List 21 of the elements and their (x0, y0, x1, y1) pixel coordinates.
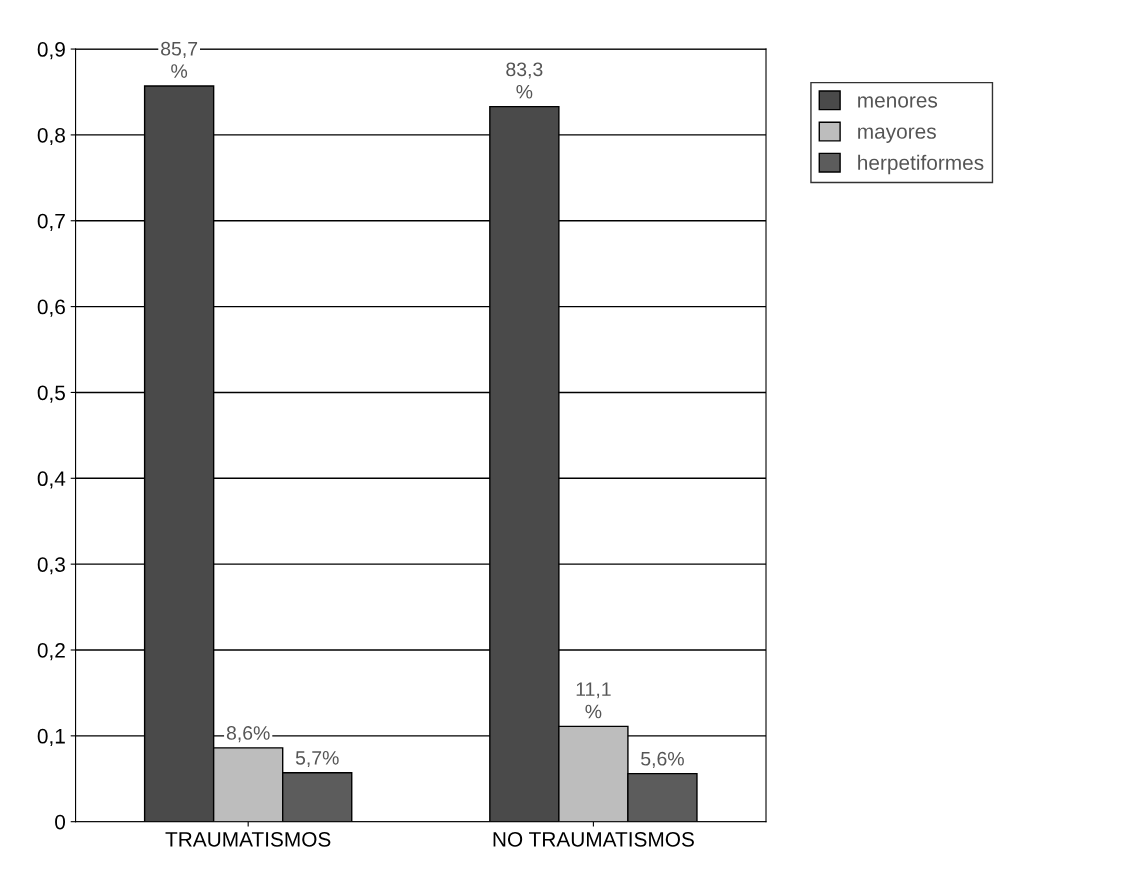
x-tick-label: NO TRAUMATISMOS (493, 831, 694, 847)
data-label: 5,7% (295, 751, 339, 768)
data-label: 8,6% (226, 726, 270, 743)
y-tick-label: 0 (55, 814, 66, 830)
y-tick-label: 0,5 (37, 385, 65, 403)
data-label: 85,7 % (161, 41, 198, 78)
y-tick-label: 0,6 (37, 299, 65, 317)
y-tick-label: 0,9 (37, 42, 65, 60)
y-tick-label: 0,8 (37, 127, 65, 146)
data-label: 5,6% (641, 751, 684, 768)
y-tick-label: 0,3 (37, 557, 65, 575)
x-tick-label: TRAUMATISMOS (165, 831, 331, 847)
legend-label: herpetiformes (858, 154, 984, 175)
y-tick-label: 0,7 (37, 213, 65, 231)
y-tick-label: 0,1 (37, 728, 65, 747)
y-tick-label: 0,2 (37, 642, 65, 661)
data-label: 11,1 % (576, 682, 611, 719)
legend-label: mayores (858, 127, 936, 143)
legend-label: menores (858, 96, 938, 108)
y-tick-label: 0,4 (37, 471, 66, 489)
data-label: 83,3 % (506, 62, 543, 99)
